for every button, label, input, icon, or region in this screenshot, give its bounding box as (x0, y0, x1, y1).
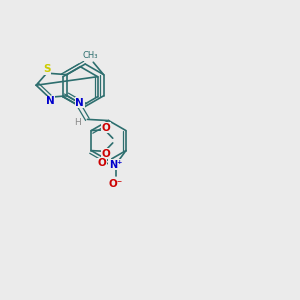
Text: CH₃: CH₃ (82, 51, 98, 60)
Text: N⁺: N⁺ (109, 160, 122, 170)
Text: N: N (46, 96, 55, 106)
Text: S: S (43, 64, 50, 74)
Text: O: O (102, 123, 111, 133)
Text: O⁻: O⁻ (109, 179, 123, 189)
Text: O: O (102, 148, 111, 158)
Text: O: O (98, 158, 106, 168)
Text: H: H (75, 118, 81, 127)
Text: N: N (75, 98, 84, 108)
